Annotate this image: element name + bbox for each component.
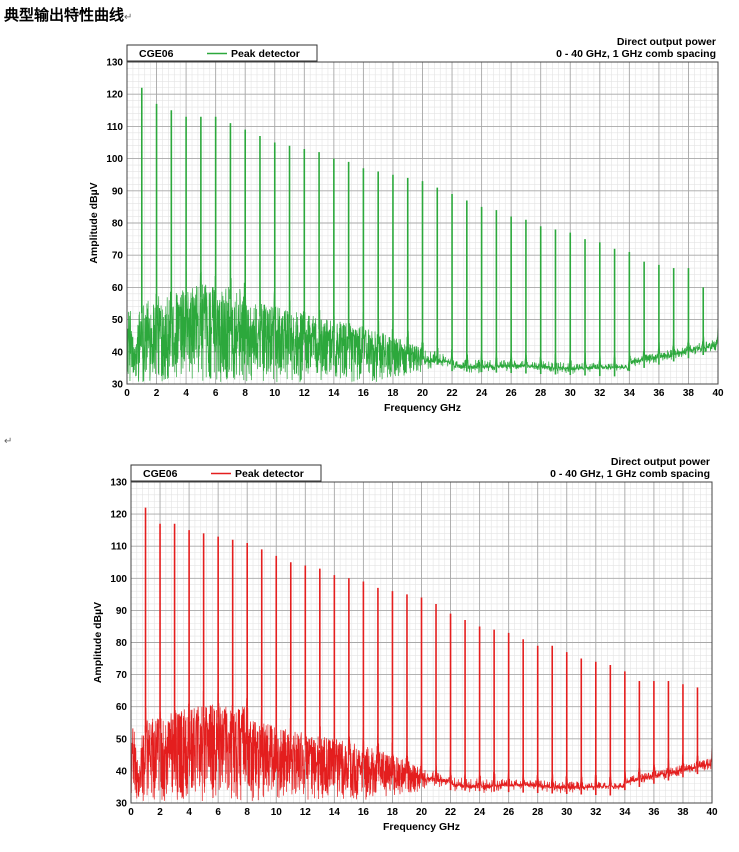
y-tick-label: 120 (110, 510, 127, 521)
y-tick-label: 70 (116, 670, 128, 681)
y-tick-label: 50 (116, 734, 128, 745)
y-tick-label: 130 (110, 478, 127, 489)
x-tick-label: 26 (503, 807, 515, 818)
x-axis-label: Frequency GHz (383, 821, 460, 833)
comb-peaks (140, 87, 705, 377)
x-tick-label: 28 (532, 807, 544, 818)
y-tick-label: 40 (116, 766, 128, 777)
comb-peaks (144, 507, 699, 796)
y-tick-label: 30 (116, 799, 128, 810)
x-tick-label: 30 (565, 388, 577, 399)
x-tick-label: 34 (624, 388, 636, 399)
x-tick-label: 38 (683, 388, 695, 399)
x-tick-label: 28 (535, 388, 547, 399)
y-tick-label: 60 (112, 283, 124, 294)
x-tick-label: 8 (242, 388, 248, 399)
annotation-line: Direct output power (617, 38, 716, 48)
x-tick-label: 20 (417, 388, 429, 399)
y-tick-label: 120 (106, 90, 123, 101)
y-tick-label: 80 (116, 638, 128, 649)
x-tick-label: 24 (474, 807, 486, 818)
y-tick-label: 60 (116, 702, 128, 713)
x-tick-label: 12 (300, 807, 312, 818)
x-tick-label: 34 (619, 807, 631, 818)
y-tick-label: 70 (112, 251, 124, 262)
x-tick-label: 16 (358, 807, 370, 818)
annotation-line: Direct output power (611, 456, 710, 468)
plot-frame (130, 481, 713, 804)
chart-green: 0 2 4 6 8 10 12 14 16 18 20 22 24 26 28 30 32 34 36 38 40304… (88, 38, 724, 414)
annotation-line: 0 - 40 GHz, 1 GHz comb spacing (556, 48, 716, 60)
y-tick-label: 110 (107, 122, 124, 133)
y-tick-label: 80 (112, 219, 124, 230)
y-tick-label: 50 (112, 315, 124, 326)
x-tick-label: 26 (506, 388, 518, 399)
x-tick-label: 32 (594, 388, 606, 399)
x-tick-label: 16 (358, 388, 370, 399)
x-tick-label: 20 (416, 807, 428, 818)
y-tick-label: 90 (116, 606, 128, 617)
page-title: 典型输出特性曲线↵ (4, 4, 132, 25)
x-tick-label: 2 (154, 388, 160, 399)
x-tick-label: 10 (271, 807, 283, 818)
x-tick-label: 12 (299, 388, 311, 399)
x-tick-label: 36 (653, 388, 665, 399)
y-axis-label: Amplitude dBµV (88, 182, 100, 263)
y-tick-label: 100 (110, 574, 127, 585)
x-tick-label: 14 (328, 388, 340, 399)
x-axis-label: Frequency GHz (384, 402, 461, 414)
y-tick-label: 30 (112, 380, 124, 391)
x-tick-label: 4 (183, 388, 189, 399)
legend-device-label: CGE06 (143, 468, 178, 480)
y-tick-label: 40 (112, 347, 124, 358)
y-tick-label: 110 (111, 542, 128, 553)
y-axis-label: Amplitude dBµV (92, 602, 104, 683)
legend: CGE06 Peak detector (130, 464, 322, 482)
x-tick-label: 30 (561, 807, 573, 818)
x-tick-label: 2 (157, 807, 163, 818)
return-mark: ↵ (124, 12, 133, 23)
chart-red: 0 2 4 6 8 10 12 14 16 18 20 22 24 26 28 30 32 34 36 38 40304… (92, 456, 718, 833)
x-tick-label: 6 (215, 807, 221, 818)
legend-series-label: Peak detector (231, 48, 300, 60)
x-tick-label: 36 (648, 807, 660, 818)
y-tick-label: 90 (112, 186, 124, 197)
x-tick-label: 32 (590, 807, 602, 818)
x-tick-label: 24 (476, 388, 488, 399)
legend-series-label: Peak detector (235, 468, 304, 480)
x-tick-label: 8 (244, 807, 250, 818)
paragraph-mark: ↵ (4, 436, 13, 447)
x-tick-label: 22 (446, 388, 458, 399)
x-tick-label: 6 (213, 388, 219, 399)
x-tick-label: 18 (387, 388, 399, 399)
x-tick-label: 40 (706, 807, 718, 818)
x-tick-label: 40 (712, 388, 724, 399)
x-tick-label: 14 (329, 807, 341, 818)
y-tick-label: 100 (106, 154, 123, 165)
legend: CGE06 Peak detector (126, 44, 318, 62)
x-tick-label: 0 (128, 807, 134, 818)
x-tick-label: 4 (186, 807, 192, 818)
y-tick-label: 130 (106, 58, 123, 69)
page-title-text: 典型输出特性曲线 (4, 6, 125, 24)
x-tick-label: 38 (677, 807, 689, 818)
x-tick-label: 22 (445, 807, 457, 818)
legend-device-label: CGE06 (139, 48, 174, 60)
plot-frame (126, 61, 719, 385)
x-tick-label: 18 (387, 807, 399, 818)
x-tick-label: 10 (269, 388, 281, 399)
annotation-line: 0 - 40 GHz, 1 GHz comb spacing (550, 468, 710, 480)
x-tick-label: 0 (124, 388, 130, 399)
